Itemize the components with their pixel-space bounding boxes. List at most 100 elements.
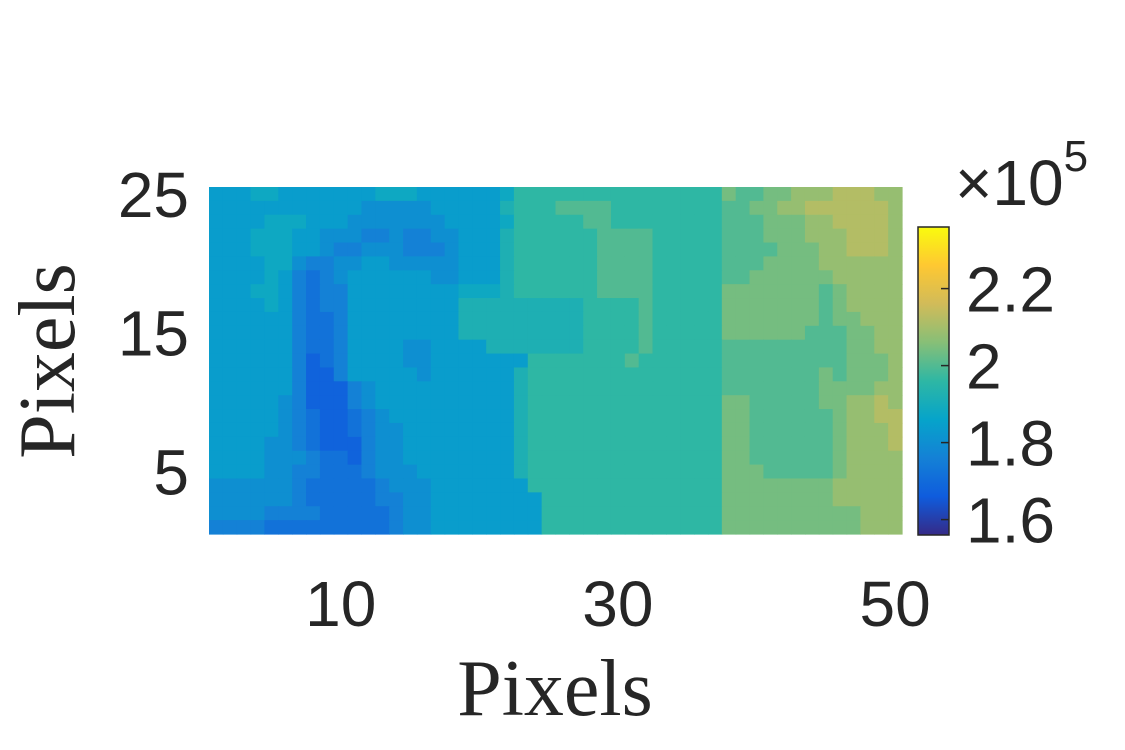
heatmap-cell	[624, 492, 640, 507]
heatmap-cell	[666, 353, 681, 369]
y-tick-label: 15	[118, 298, 189, 370]
heatmap-cell	[860, 270, 875, 285]
heatmap-cell	[721, 270, 737, 285]
heatmap-cell	[624, 339, 640, 355]
heatmap-cell	[375, 367, 390, 382]
heatmap-cell	[527, 284, 543, 299]
heatmap-cell	[250, 214, 266, 230]
heatmap-cell	[721, 409, 737, 424]
heatmap-cell	[749, 436, 764, 452]
heatmap-cell	[666, 478, 681, 493]
heatmap-cell	[209, 409, 224, 424]
heatmap-cell	[250, 367, 266, 382]
heatmap-cell	[306, 228, 321, 244]
heatmap-cell	[500, 478, 515, 493]
heatmap-cell	[652, 478, 667, 493]
heatmap-cell	[347, 214, 363, 230]
heatmap-cell	[791, 506, 806, 521]
heatmap-cell	[638, 311, 654, 327]
heatmap-cell	[319, 187, 335, 202]
heatmap-cell	[430, 311, 446, 327]
heatmap-cell	[610, 325, 626, 341]
heatmap-cell	[749, 395, 764, 410]
heatmap-cell	[389, 353, 404, 369]
heatmap-cell	[486, 228, 501, 244]
heatmap-cell	[735, 284, 751, 299]
heatmap-cell	[416, 228, 432, 244]
heatmap-cell	[403, 520, 418, 535]
heatmap-cell	[236, 464, 252, 480]
heatmap-cell	[333, 450, 349, 466]
heatmap-cell	[278, 353, 293, 369]
heatmap-cell	[680, 298, 695, 313]
heatmap-cell	[749, 450, 764, 466]
heatmap-cell	[555, 298, 570, 313]
heatmap-cell	[804, 298, 820, 313]
heatmap-cell	[832, 395, 848, 410]
heatmap-cell	[333, 436, 349, 452]
heatmap-cell	[721, 256, 737, 271]
heatmap-cell	[624, 311, 640, 327]
heatmap-cell	[749, 353, 764, 369]
heatmap-cell	[638, 464, 654, 480]
heatmap-cell	[610, 200, 626, 216]
heatmap-cell	[652, 200, 667, 216]
heatmap-cell	[818, 395, 834, 410]
heatmap-cell	[610, 492, 626, 507]
heatmap-cell	[444, 395, 460, 410]
heatmap-cell	[680, 422, 695, 438]
heatmap-cell	[888, 353, 903, 369]
heatmap-cell	[763, 492, 778, 507]
heatmap-cell	[389, 367, 404, 382]
heatmap-cell	[375, 187, 390, 202]
heatmap-cell	[541, 325, 557, 341]
heatmap-cell	[555, 284, 570, 299]
heatmap-cell	[555, 311, 570, 327]
heatmap-cell	[347, 492, 363, 507]
heatmap-cell	[347, 325, 363, 341]
heatmap-cell	[209, 492, 224, 507]
heatmap-cell	[707, 395, 723, 410]
heatmap-cell	[555, 325, 570, 341]
heatmap-cell	[347, 409, 363, 424]
heatmap-cell	[222, 187, 238, 202]
heatmap-cell	[832, 381, 848, 396]
heatmap-cell	[513, 284, 529, 299]
heatmap-cell	[804, 187, 820, 202]
heatmap-cell	[874, 478, 889, 493]
heatmap-cell	[292, 409, 307, 424]
heatmap-cell	[666, 520, 681, 535]
heatmap-cell	[292, 339, 307, 355]
heatmap-cell	[846, 478, 862, 493]
heatmap-cell	[832, 228, 848, 244]
heatmap-cell	[361, 311, 376, 327]
heatmap-cell	[500, 242, 515, 257]
heatmap-cell	[624, 450, 640, 466]
heatmap-cell	[209, 284, 224, 299]
heatmap-cell	[569, 339, 584, 355]
heatmap-cell	[472, 520, 487, 535]
heatmap-cell	[389, 422, 404, 438]
heatmap-cell	[818, 450, 834, 466]
heatmap-cell	[209, 256, 224, 271]
heatmap-cell	[375, 242, 390, 257]
heatmap-cell	[735, 339, 751, 355]
heatmap-cell	[749, 228, 764, 244]
colorbar	[917, 226, 950, 536]
heatmap-cell	[832, 520, 848, 535]
heatmap-cell	[763, 256, 778, 271]
heatmap-cell	[597, 381, 612, 396]
heatmap-cell	[818, 409, 834, 424]
heatmap-cell	[583, 381, 598, 396]
heatmap-cell	[486, 256, 501, 271]
heatmap-cell	[735, 242, 751, 257]
heatmap-cell	[597, 214, 612, 230]
heatmap-cell	[278, 520, 293, 535]
heatmap-cell	[444, 311, 460, 327]
heatmap-cell	[707, 436, 723, 452]
heatmap-cell	[610, 270, 626, 285]
heatmap-cell	[209, 520, 224, 535]
heatmap-cell	[236, 200, 252, 216]
heatmap-cell	[777, 200, 792, 216]
heatmap-cell	[403, 187, 418, 202]
